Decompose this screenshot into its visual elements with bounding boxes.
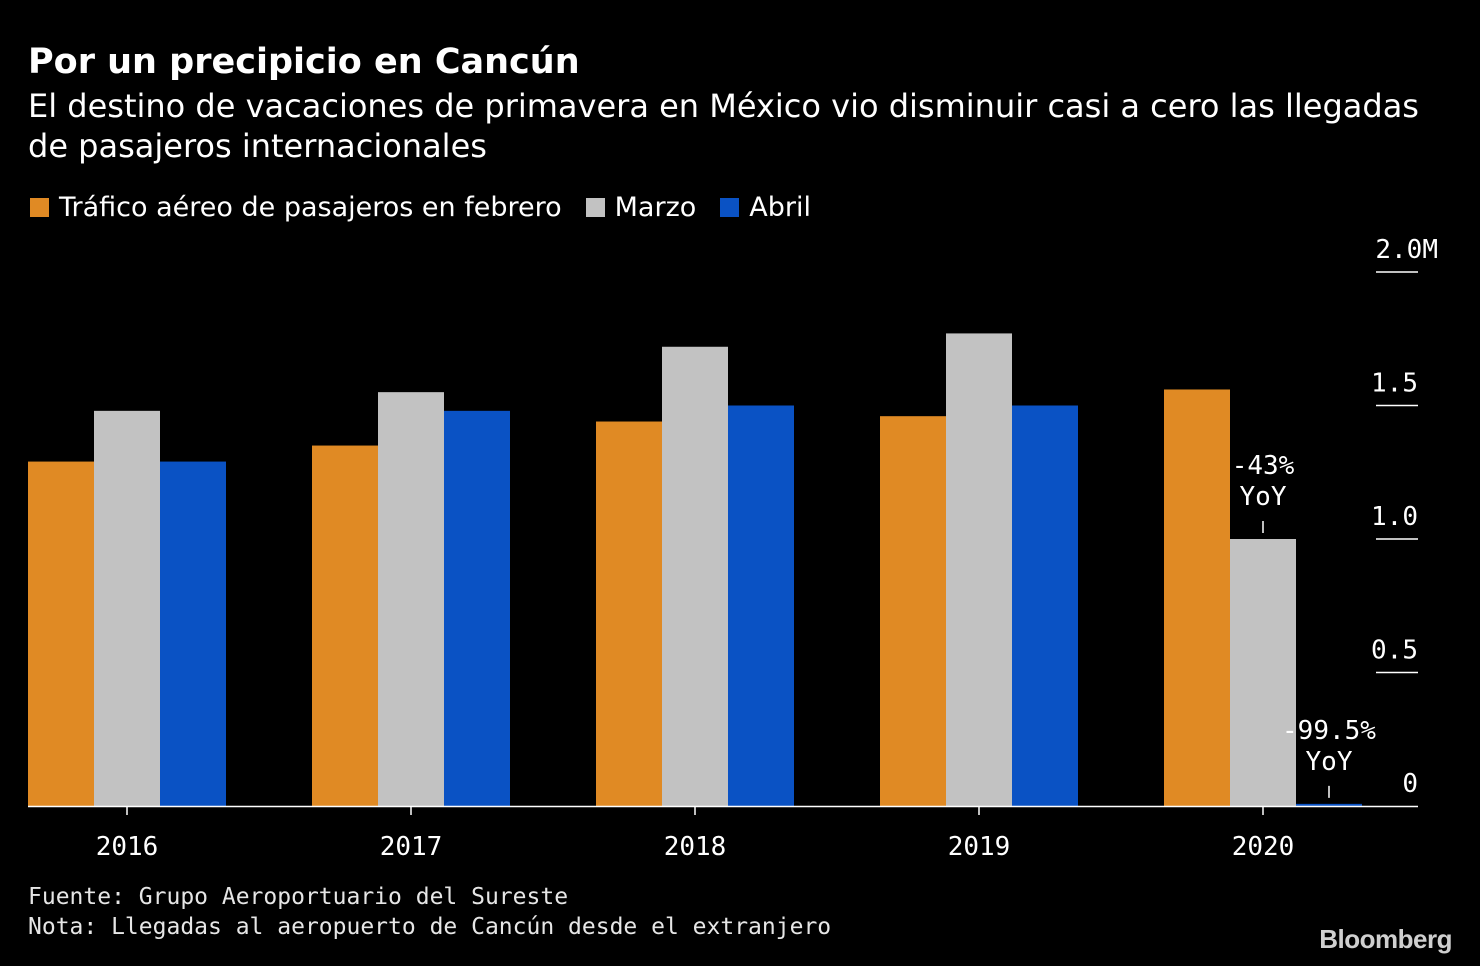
bar-2018-marzo [662,346,728,806]
legend-swatch-marzo [585,198,605,217]
annotation-label-0-0: -43% [1232,451,1295,481]
bloomberg-logo: Bloomberg [1319,924,1452,954]
annotation-label-0-1: YoY [1240,482,1287,512]
x-tick-label-2019: 2019 [948,832,1011,862]
legend-label-febrero: Tráfico aéreo de pasajeros en febrero [59,192,562,223]
legend-label-marzo: Marzo [614,192,697,223]
y-tick-label-4: 2.0M [1375,235,1438,265]
y-tick-label-2: 1.0 [1371,502,1418,532]
bar-2017-marzo [378,392,444,806]
bar-2016-tráfico [28,461,94,806]
bar-2018-abril [728,405,794,806]
y-tick-label-0: 0 [1402,769,1418,799]
footer: Fuente: Grupo Aeroportuario del Sureste … [28,882,831,942]
legend-item-febrero: Tráfico aéreo de pasajeros en febrero [30,192,562,223]
bar-2017-abril [444,410,510,806]
bar-2016-abril [160,461,226,806]
y-tick-label-3: 1.5 [1371,369,1418,399]
x-tick-label-2016: 2016 [96,832,159,862]
annotation-label-1-0: -99.5% [1282,716,1376,746]
x-tick-label-2020: 2020 [1232,832,1295,862]
bar-2018-tráfico [596,421,662,806]
source-note: Fuente: Grupo Aeroportuario del Sureste [28,884,569,910]
data-note: Nota: Llegadas al aeropuerto de Cancún d… [28,914,832,940]
legend-swatch-abril [720,198,740,217]
bar-2019-tráfico [880,416,946,806]
y-tick-label-1: 0.5 [1371,636,1418,666]
chart-subtitle: El destino de vacaciones de primavera en… [28,87,1419,165]
bar-2017-tráfico [312,445,378,806]
legend-item-abril: Abril [720,192,811,223]
bar-2019-marzo [946,333,1012,806]
bar-2019-abril [1012,405,1078,806]
chart-title: Por un precipicio en Cancún [28,42,580,82]
x-tick-label-2018: 2018 [664,832,727,862]
bar-2020-tráfico [1164,389,1230,806]
legend-swatch-febrero [30,198,49,217]
bar-2020-marzo [1230,539,1296,806]
legend: Tráfico aéreo de pasajeros en febrero Ma… [30,192,835,223]
legend-label-abril: Abril [749,192,811,223]
legend-item-marzo: Marzo [585,192,697,223]
annotation-label-1-1: YoY [1306,747,1353,777]
bar-2016-marzo [94,410,160,806]
x-tick-label-2017: 2017 [380,832,443,862]
bar-2020-abril [1296,803,1362,806]
